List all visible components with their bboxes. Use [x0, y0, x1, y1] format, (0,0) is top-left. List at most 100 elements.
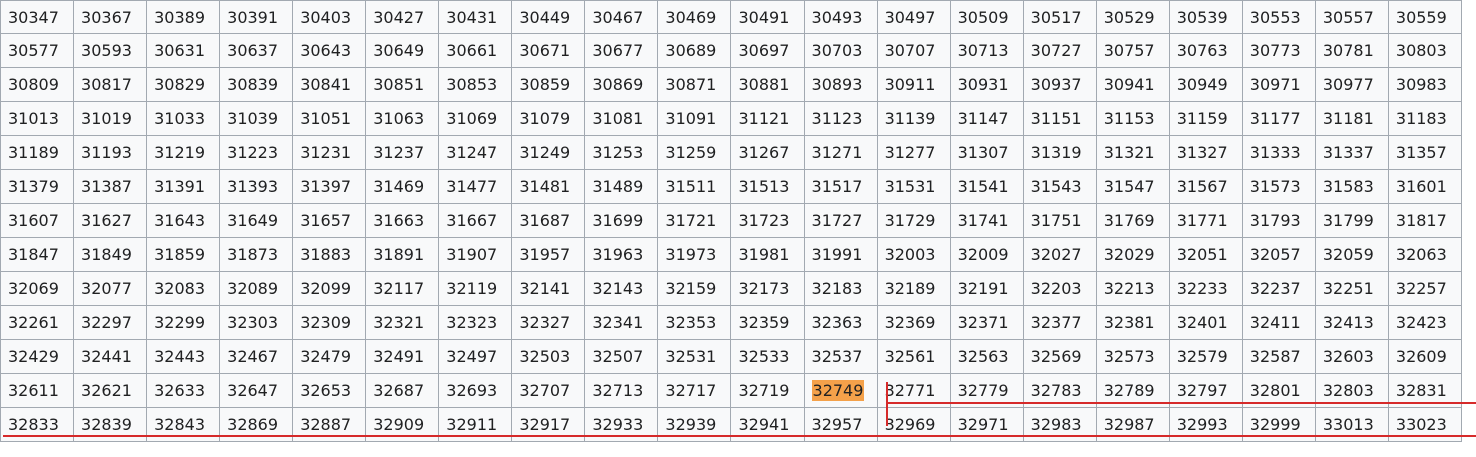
- cell-number: 31307: [957, 143, 1009, 162]
- cell-number: 31039: [227, 109, 279, 128]
- table-cell: 31277: [876, 135, 951, 170]
- table-cell: 31153: [1095, 101, 1170, 136]
- cell-number: 31393: [227, 177, 279, 196]
- cell-number: 31663: [373, 211, 425, 230]
- table-cell: 31219: [146, 135, 221, 170]
- cell-number: 30941: [1103, 75, 1155, 94]
- table-cell: 32507: [584, 339, 659, 374]
- table-cell: 31511: [657, 169, 732, 204]
- cell-number: 32579: [1176, 347, 1228, 366]
- table-cell: 31327: [1168, 135, 1243, 170]
- cell-number: 31379: [8, 177, 59, 196]
- cell-number: 31193: [81, 143, 132, 162]
- cell-number: 31019: [81, 109, 132, 128]
- cell-number: 31033: [154, 109, 205, 128]
- cell-number: 31151: [1030, 109, 1082, 128]
- cell-number: 32941: [738, 415, 790, 434]
- cell-number: 32027: [1030, 245, 1082, 264]
- cell-number: 30727: [1030, 41, 1082, 60]
- table-cell: 31517: [803, 169, 878, 204]
- cell-number: 30529: [1103, 7, 1155, 27]
- cell-number: 32057: [1249, 245, 1301, 264]
- cell-number: 31139: [884, 109, 936, 128]
- table-cell: 32323: [438, 305, 513, 340]
- table-cell: 31481: [511, 169, 586, 204]
- cell-number: 31357: [1395, 143, 1447, 162]
- table-cell: 31123: [803, 101, 878, 136]
- table-cell: 32321: [365, 305, 440, 340]
- table-cell: 31963: [584, 237, 659, 272]
- cell-number: 30781: [1322, 41, 1374, 60]
- cell-number: 32413: [1322, 313, 1374, 332]
- cell-number: 30983: [1395, 75, 1447, 94]
- table-cell: 32063: [1387, 237, 1462, 272]
- cell-number: 32309: [300, 313, 352, 332]
- table-cell: 32183: [803, 271, 878, 306]
- table-cell: 32213: [1095, 271, 1170, 306]
- table-cell: 32261: [0, 305, 75, 340]
- table-cell: 30467: [584, 0, 659, 34]
- table-cell: 31699: [584, 203, 659, 238]
- table-cell: 31069: [438, 101, 513, 136]
- cell-number: 31547: [1103, 177, 1155, 196]
- cell-number: 32251: [1322, 279, 1374, 298]
- table-cell: 32479: [292, 339, 367, 374]
- table-cell: 30829: [146, 67, 221, 102]
- cell-number: 32887: [300, 415, 352, 434]
- table-cell: 31181: [1314, 101, 1389, 136]
- cell-number: 31469: [373, 177, 425, 196]
- cell-number: 32173: [738, 279, 790, 298]
- red-divider-line: [886, 382, 888, 426]
- cell-number: 31741: [957, 211, 1009, 230]
- table-cell: 31687: [511, 203, 586, 238]
- table-cell: 30559: [1387, 0, 1462, 34]
- cell-number: 31079: [519, 109, 571, 128]
- cell-number: 32719: [738, 381, 790, 400]
- cell-number: 32603: [1322, 347, 1374, 366]
- table-cell: 32423: [1387, 305, 1462, 340]
- cell-number: 31687: [519, 211, 571, 230]
- table-cell: 31667: [438, 203, 513, 238]
- table-cell: 32633: [146, 373, 221, 408]
- table-cell: 31799: [1314, 203, 1389, 238]
- table-cell: 30707: [876, 33, 951, 68]
- cell-number: 31667: [446, 211, 498, 230]
- cell-number: 32257: [1395, 279, 1447, 298]
- table-cell: 32251: [1314, 271, 1389, 306]
- table-cell: 32797: [1168, 373, 1243, 408]
- table-cell: 31393: [219, 169, 294, 204]
- table-cell: 31091: [657, 101, 732, 136]
- table-cell: 30809: [0, 67, 75, 102]
- cell-number: 30707: [884, 41, 936, 60]
- table-cell: 32587: [1241, 339, 1316, 374]
- table-cell: 31541: [949, 169, 1024, 204]
- cell-number: 30851: [373, 75, 425, 94]
- cell-number: 30467: [592, 7, 644, 27]
- table-cell: 31039: [219, 101, 294, 136]
- table-cell: 30971: [1241, 67, 1316, 102]
- cell-number: 30557: [1322, 7, 1374, 27]
- cell-number: 31981: [738, 245, 790, 264]
- table-cell: 30689: [657, 33, 732, 68]
- cell-number: 32561: [884, 347, 936, 366]
- cell-number: 30347: [8, 7, 59, 27]
- table-cell: 31139: [876, 101, 951, 136]
- cell-number: 32801: [1249, 381, 1301, 400]
- cell-number: 30773: [1249, 41, 1301, 60]
- table-cell: 30817: [73, 67, 148, 102]
- cell-number: 30817: [81, 75, 132, 94]
- cell-number: 32213: [1103, 279, 1155, 298]
- cell-number: 30713: [957, 41, 1009, 60]
- cell-number: 31957: [519, 245, 571, 264]
- cell-number: 32203: [1030, 279, 1082, 298]
- table-cell: 32027: [1022, 237, 1097, 272]
- table-cell: 31859: [146, 237, 221, 272]
- cell-number: 32839: [81, 415, 132, 434]
- cell-number: 31321: [1103, 143, 1155, 162]
- table-cell: 31741: [949, 203, 1024, 238]
- table-cell: 30781: [1314, 33, 1389, 68]
- table-cell: 31379: [0, 169, 75, 204]
- strike-through-line: [888, 402, 1476, 404]
- table-cell: 31907: [438, 237, 513, 272]
- cell-number: 32423: [1395, 313, 1447, 332]
